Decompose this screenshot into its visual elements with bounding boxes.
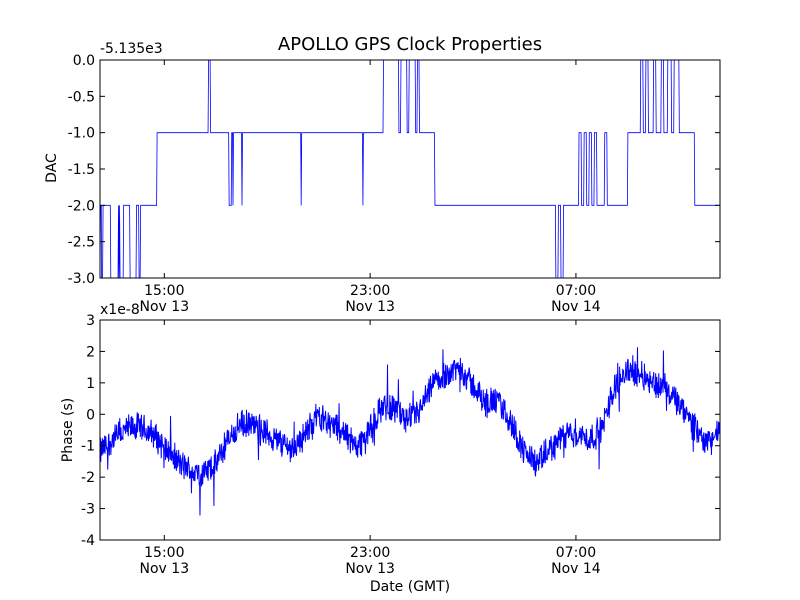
phase-y-tick-label: 1 [86, 376, 95, 392]
dac-x-tick-time: 15:00 [144, 283, 184, 299]
phase-y-tick-label: -4 [81, 533, 95, 549]
dac-series-line [100, 60, 720, 278]
phase-y-tick-label: 2 [86, 344, 95, 360]
x-axis-label: Date (GMT) [370, 579, 450, 595]
phase-y-tick-label: -1 [81, 439, 95, 455]
dac-y-tick-label: 0.0 [73, 53, 95, 69]
chart-title: APOLLO GPS Clock Properties [278, 34, 542, 55]
dac-x-tick-time: 23:00 [350, 283, 390, 299]
dac-offset-label: -5.135e3 [100, 41, 163, 57]
phase-y-tick-label: -3 [81, 502, 95, 518]
dac-y-tick-label: -1.5 [68, 162, 95, 178]
phase-x-tick-time: 07:00 [556, 545, 596, 561]
dac-chart: APOLLO GPS Clock Properties -5.135e3 DAC… [44, 34, 721, 315]
phase-offset-label: x1e-8 [100, 302, 140, 318]
phase-y-axis-label: Phase (s) [60, 398, 76, 462]
phase-x-tick-time: 15:00 [144, 545, 184, 561]
dac-x-tick-date: Nov 13 [345, 299, 395, 315]
dac-x-tick-date: Nov 14 [551, 299, 601, 315]
dac-y-tick-label: -2.0 [68, 198, 95, 214]
phase-y-tick-label: 0 [86, 407, 95, 423]
phase-x-tick-date: Nov 14 [551, 561, 601, 577]
phase-x-tick-date: Nov 13 [140, 561, 190, 577]
phase-y-tick-label: 3 [86, 313, 95, 329]
phase-x-tick-date: Nov 13 [345, 561, 395, 577]
phase-x-tick-time: 23:00 [350, 545, 390, 561]
dac-y-tick-label: -2.5 [68, 235, 95, 251]
dac-x-tick-date: Nov 13 [140, 299, 190, 315]
dac-y-tick-label: -1.0 [68, 126, 95, 142]
dac-y-tick-label: -3.0 [68, 271, 95, 287]
dac-y-axis-label: DAC [44, 153, 60, 183]
phase-plot-frame [99, 319, 721, 541]
phase-series-line [100, 347, 720, 516]
phase-y-tick-label: -2 [81, 470, 95, 486]
dac-y-tick-label: -0.5 [68, 89, 95, 105]
phase-chart: x1e-8 Phase (s) Date (GMT) 3 2 1 0 -1 -2 -3 -4 1… [60, 302, 721, 595]
dac-x-tick-time: 07:00 [556, 283, 596, 299]
